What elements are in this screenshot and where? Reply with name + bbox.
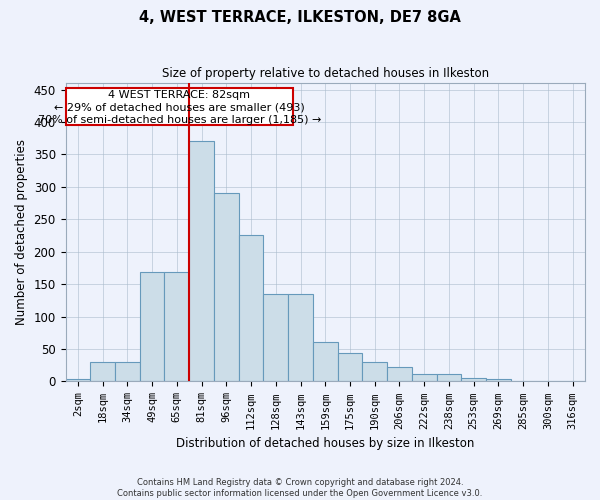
Bar — [214, 194, 239, 382]
Bar — [486, 379, 511, 382]
Bar — [189, 142, 214, 382]
Bar — [412, 374, 437, 382]
Bar — [560, 381, 585, 382]
X-axis label: Distribution of detached houses by size in Ilkeston: Distribution of detached houses by size … — [176, 437, 475, 450]
Bar — [387, 367, 412, 382]
Text: ← 29% of detached houses are smaller (493): ← 29% of detached houses are smaller (49… — [54, 102, 305, 113]
Bar — [536, 381, 560, 382]
Bar — [338, 353, 362, 382]
FancyBboxPatch shape — [65, 88, 293, 125]
Bar — [461, 378, 486, 382]
Bar — [437, 374, 461, 382]
Bar — [164, 272, 189, 382]
Bar — [362, 362, 387, 382]
Bar — [313, 342, 338, 382]
Text: Contains HM Land Registry data © Crown copyright and database right 2024.
Contai: Contains HM Land Registry data © Crown c… — [118, 478, 482, 498]
Bar — [288, 294, 313, 382]
Bar — [263, 294, 288, 382]
Bar — [90, 362, 115, 382]
Bar — [115, 362, 140, 382]
Bar — [239, 236, 263, 382]
Title: Size of property relative to detached houses in Ilkeston: Size of property relative to detached ho… — [162, 68, 489, 80]
Bar — [65, 380, 90, 382]
Text: 4 WEST TERRACE: 82sqm: 4 WEST TERRACE: 82sqm — [109, 90, 250, 100]
Bar — [511, 381, 536, 382]
Text: 4, WEST TERRACE, ILKESTON, DE7 8GA: 4, WEST TERRACE, ILKESTON, DE7 8GA — [139, 10, 461, 25]
Text: 70% of semi-detached houses are larger (1,185) →: 70% of semi-detached houses are larger (… — [38, 115, 321, 125]
Y-axis label: Number of detached properties: Number of detached properties — [15, 139, 28, 325]
Bar — [140, 272, 164, 382]
